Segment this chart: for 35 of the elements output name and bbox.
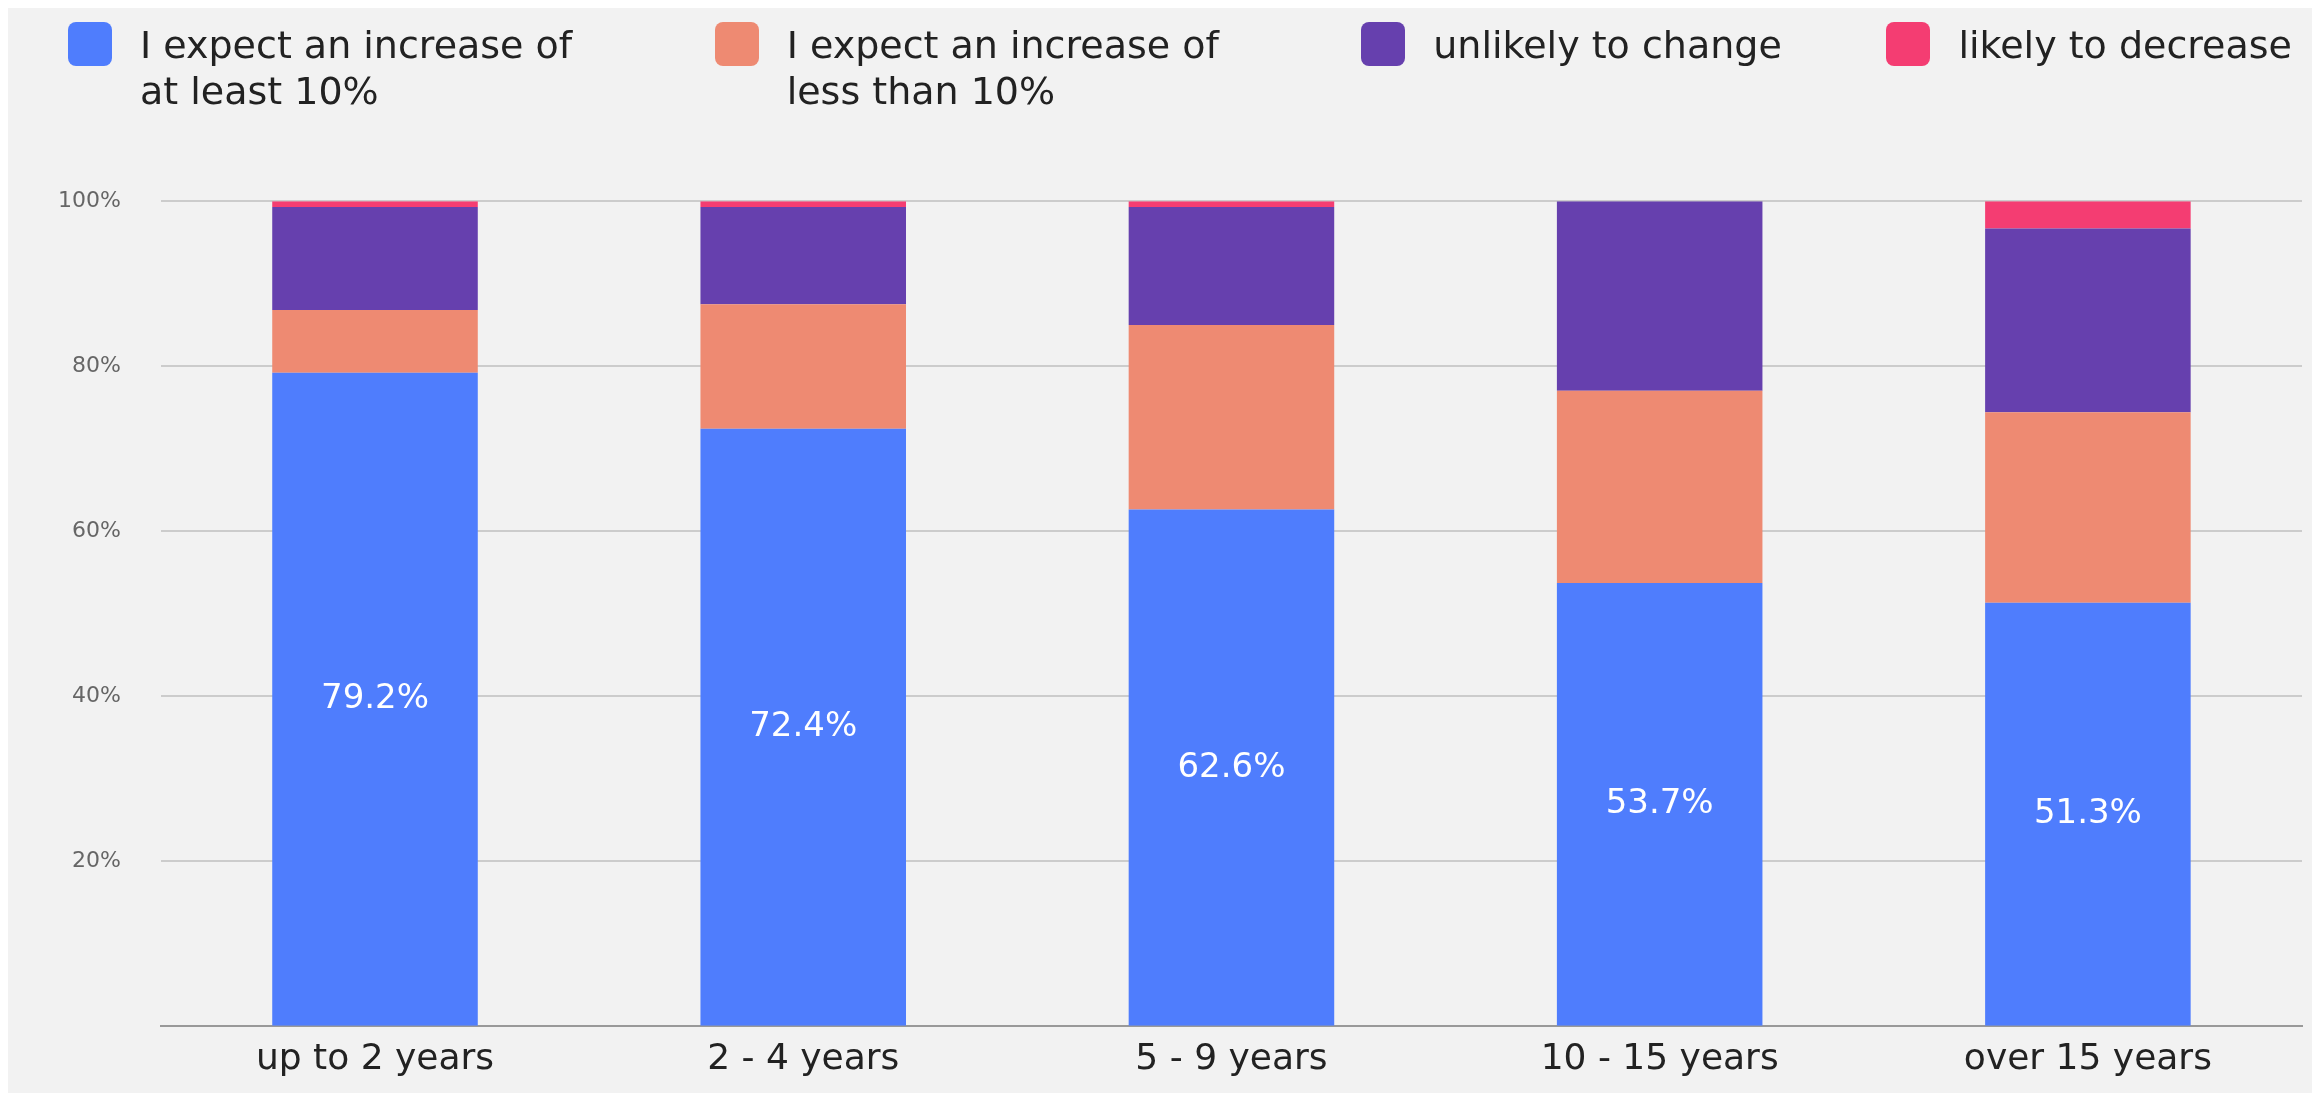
- y-tick-label: 60%: [71, 516, 121, 542]
- x-tick-label: 10 - 15 years: [1540, 1035, 1779, 1077]
- legend-label: unlikely to change: [1433, 22, 1782, 68]
- data-label: 51.3%: [2033, 791, 2142, 832]
- bar: [700, 206, 906, 305]
- bar: [1128, 206, 1335, 325]
- x-tick-label: up to 2 years: [255, 1035, 495, 1077]
- bar: [1556, 582, 1763, 1026]
- bar: [700, 304, 906, 429]
- y-tick-label: 80%: [71, 351, 121, 377]
- data-label: 79.2%: [321, 676, 430, 717]
- data-label: 72.4%: [749, 704, 858, 745]
- data-label: 62.6%: [1177, 744, 1286, 785]
- legend-label: I expect an increase of at least 10%: [140, 22, 574, 114]
- bar: [1556, 201, 1763, 391]
- bar: [272, 206, 478, 311]
- bar: [1985, 412, 2191, 603]
- y-tick-label: 100%: [57, 186, 121, 212]
- bar: [1128, 509, 1335, 1026]
- bar: [1985, 602, 2191, 1026]
- data-label: 53.7%: [1605, 781, 1714, 822]
- x-tick-label: 2 - 4 years: [707, 1035, 900, 1077]
- x-tick-label: over 15 years: [1963, 1035, 2212, 1077]
- bar: [1128, 324, 1335, 510]
- bar: [272, 310, 478, 373]
- bar: [700, 428, 906, 1026]
- legend-label: likely to decrease: [1958, 22, 2292, 68]
- legend-label: I expect an increase of less than 10%: [786, 22, 1221, 114]
- bar: [1985, 201, 2191, 229]
- bar: [1556, 390, 1763, 583]
- x-tick-label: 5 - 9 years: [1135, 1035, 1328, 1077]
- y-tick-label: 40%: [71, 681, 121, 707]
- bar: [272, 372, 478, 1026]
- bar: [1985, 228, 2191, 413]
- y-tick-label: 20%: [71, 846, 121, 872]
